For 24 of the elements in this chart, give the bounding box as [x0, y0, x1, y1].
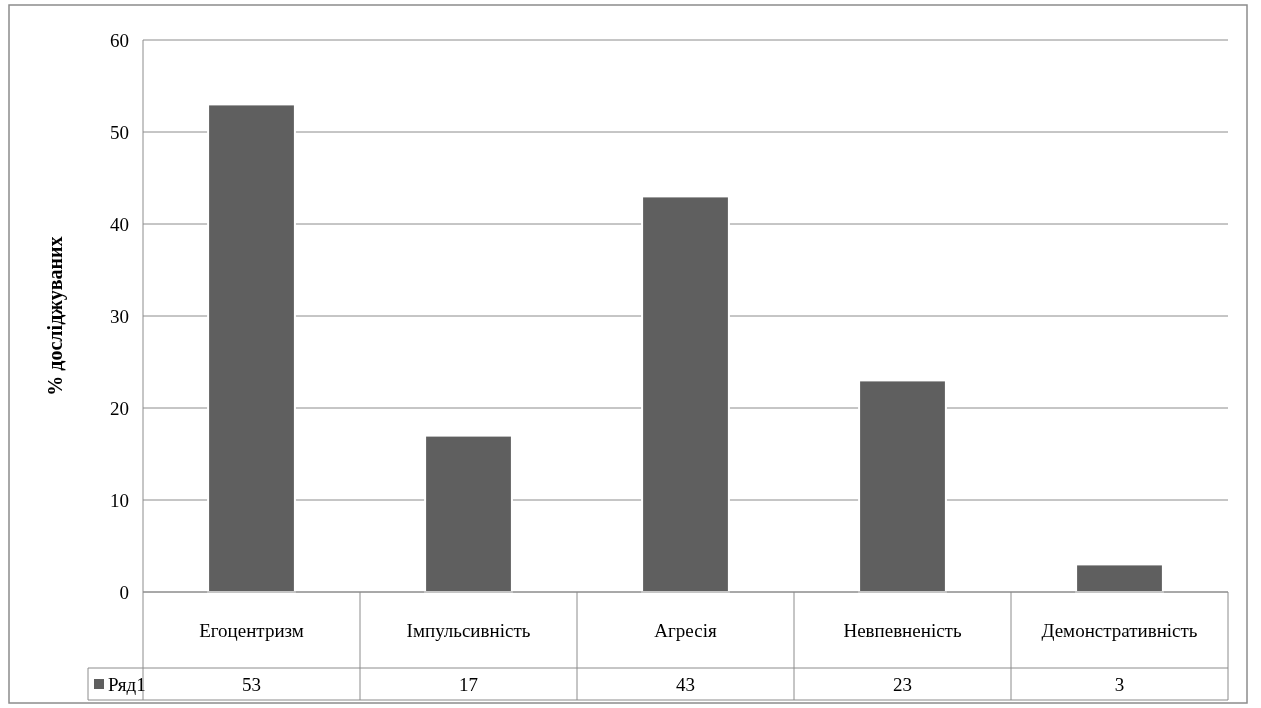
x-tick-label: Агресія [654, 619, 717, 641]
bar [858, 379, 947, 593]
y-tick-label: 30 [110, 305, 129, 327]
y-tick-label: 50 [110, 121, 129, 143]
legend-label: Ряд1 [108, 673, 146, 695]
y-tick-label: 0 [119, 581, 129, 603]
bar [1075, 563, 1164, 593]
bar [424, 434, 513, 593]
data-label: 53 [242, 673, 261, 695]
y-tick-label: 10 [110, 489, 129, 511]
y-tick-label: 60 [110, 29, 129, 51]
data-label: 23 [893, 673, 912, 695]
x-tick-label: Імпульсивність [406, 619, 531, 641]
x-tick-label: Невпевненість [843, 619, 962, 641]
y-tick-label: 40 [110, 213, 129, 235]
x-tick-label: Егоцентризм [199, 619, 304, 641]
data-label: 3 [1114, 673, 1125, 695]
bar [207, 103, 296, 593]
y-axis-title: % досліджуваних [44, 236, 67, 396]
data-label: 17 [459, 673, 478, 695]
y-tick-label: 20 [110, 397, 129, 419]
bar [641, 195, 730, 593]
data-label: 43 [676, 673, 695, 695]
x-tick-label: Демонстративність [1041, 619, 1198, 641]
